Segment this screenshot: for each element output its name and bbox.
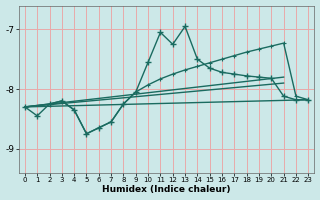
X-axis label: Humidex (Indice chaleur): Humidex (Indice chaleur) — [102, 185, 231, 194]
